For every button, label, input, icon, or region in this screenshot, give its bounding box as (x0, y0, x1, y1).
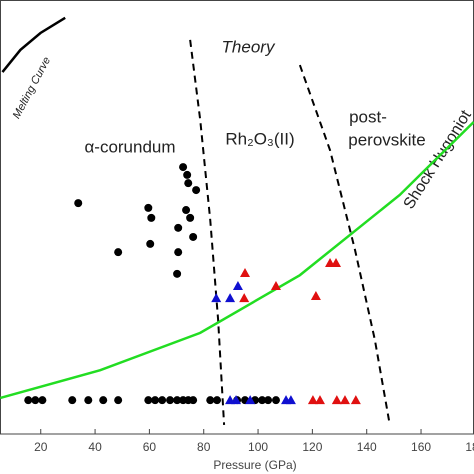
plot-frame (0, 0, 474, 435)
point (211, 293, 222, 303)
point (146, 239, 155, 248)
curve (298, 64, 391, 426)
point (173, 269, 182, 278)
point (183, 170, 192, 179)
point (174, 248, 183, 257)
point (68, 396, 77, 405)
point (331, 258, 342, 268)
curve (189, 39, 226, 425)
point (84, 396, 93, 405)
point (240, 267, 251, 277)
point (206, 396, 215, 405)
annotation: α-corundum (84, 137, 175, 156)
point (331, 395, 342, 405)
point (285, 395, 296, 405)
point (182, 206, 191, 215)
point (239, 293, 250, 303)
point (158, 396, 167, 405)
x-tick-label: 60 (143, 440, 157, 454)
x-tick-label: 140 (357, 440, 377, 454)
point (184, 179, 193, 188)
point (144, 203, 153, 212)
annotation: post- (349, 107, 387, 126)
curve (1, 16, 66, 73)
point (189, 396, 198, 405)
point (231, 395, 242, 405)
point (314, 395, 325, 405)
point (38, 396, 47, 405)
point (225, 293, 236, 303)
x-tick-label: 120 (302, 440, 322, 454)
point (74, 199, 83, 208)
x-tick-label: 160 (411, 440, 431, 454)
point (264, 396, 273, 405)
point (179, 163, 188, 172)
x-tick-label: 180 (465, 440, 474, 454)
curve (0, 121, 474, 400)
point (151, 396, 160, 405)
point (147, 213, 156, 222)
point (213, 396, 222, 405)
x-tick-label: 40 (88, 440, 102, 454)
x-tick-label: 20 (34, 440, 48, 454)
point (271, 396, 280, 405)
point (173, 396, 182, 405)
point (31, 396, 40, 405)
annotation: Melting Curve (11, 55, 53, 121)
point (245, 395, 256, 405)
point (99, 396, 108, 405)
point (258, 396, 267, 405)
point (114, 248, 123, 257)
point (192, 186, 201, 195)
annotation: perovskite (348, 130, 425, 149)
point (310, 290, 321, 300)
x-axis-label: Pressure (GPa) (213, 458, 296, 472)
point (166, 396, 175, 405)
point (24, 396, 33, 405)
point (144, 396, 153, 405)
x-tick-label: 100 (248, 440, 268, 454)
point (174, 223, 183, 232)
point (339, 395, 350, 405)
annotation: Theory (222, 37, 276, 56)
point (189, 232, 198, 241)
point (114, 396, 123, 405)
annotation: Rh₂O₃(II) (225, 129, 294, 148)
point (186, 213, 195, 222)
point (270, 281, 281, 291)
x-tick-label: 80 (197, 440, 211, 454)
point (307, 395, 318, 405)
point (350, 395, 361, 405)
point (232, 281, 243, 291)
